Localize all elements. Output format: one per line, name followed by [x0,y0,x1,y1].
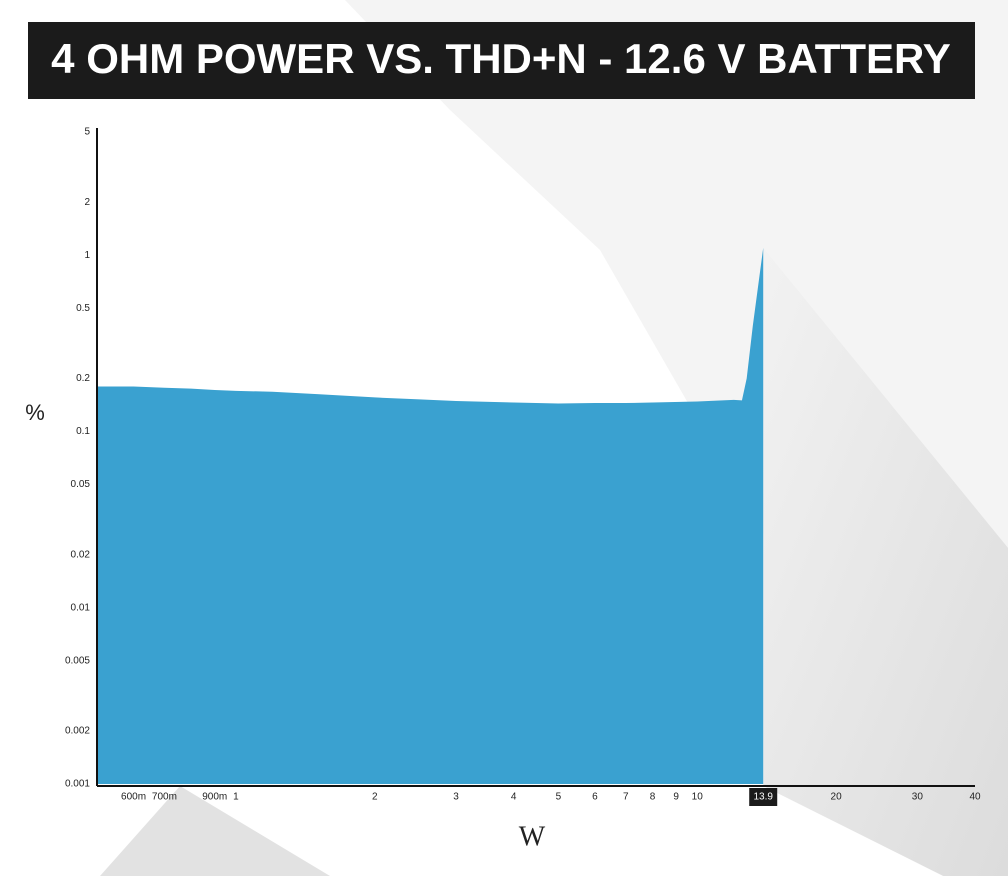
area [97,247,764,784]
x-tick-label: 700m [152,792,177,803]
y-tick-label: 0.2 [76,373,90,384]
marker-badge [749,788,778,806]
x-tick-label: 5 [556,792,562,803]
y-tick-label: 0.05 [71,479,91,490]
y-tick-label: 2 [84,197,90,208]
x-tick-label: 4 [511,792,517,803]
title-box [28,22,975,99]
x-tick-label: 10 [692,792,704,803]
y-tick-label: 0.1 [76,426,90,437]
y-tick-label: 0.001 [65,779,90,790]
y-tick-label: 0.01 [71,602,91,613]
y-tick-label: 0.5 [76,303,90,314]
x-axis-label: W [519,821,546,852]
x-tick-label: 40 [969,792,981,803]
background-shadow [100,786,330,876]
x-tick-label: 30 [912,792,924,803]
x-tick-label: 600m [121,792,146,803]
plot: 0.001 0.002 0.005 0.01 0.02 0.05 0.1 0.2 0.5 1 2 5 6… [65,127,1008,876]
x-tick-label: 1 [233,792,239,803]
y-tick-label: 0.002 [65,726,90,737]
area-shadow [763,247,1008,876]
chart-title: 4 OHM POWER VS. THD+N - 12.6 V BATTERY [51,35,951,82]
y-tick-label: 5 [84,127,90,138]
x-tick-label: 8 [650,792,656,803]
x-tick-label: 6 [592,792,598,803]
x-tick-label: 9 [673,792,679,803]
x-tick-label: 7 [623,792,629,803]
y-axis-label: % [25,400,45,425]
x-tick-label: 900m [202,792,227,803]
y-tick-label: 0.02 [71,549,91,560]
x-tick-label: 2 [372,792,378,803]
y-tick-label: 1 [84,250,90,261]
x-tick-label: 3 [453,792,459,803]
marker-label: 13.9 [753,792,773,803]
y-tick-label: 0.005 [65,655,90,666]
x-tick-label: 20 [831,792,843,803]
